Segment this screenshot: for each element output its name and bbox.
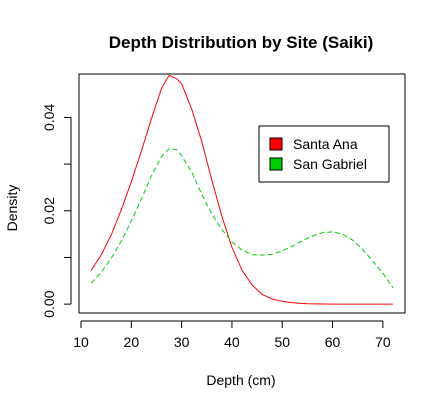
y-axis-label: Density [4,185,20,232]
y-tick-label: 0.02 [41,197,57,224]
series-layer [90,74,394,305]
x-tick-label: 70 [375,334,391,350]
legend-label: San Gabriel [293,156,367,172]
chart-title: Depth Distribution by Site (Saiki) [109,33,373,52]
series-line-santa-ana [90,74,393,305]
legend-label: Santa Ana [293,136,358,152]
x-tick-label: 40 [224,334,240,350]
legend-box [258,125,390,183]
x-tick-label: 20 [124,334,140,350]
y-axis: 0.00 0.02 0.04 [41,104,72,318]
plot-frame [78,73,406,314]
legend-swatch [269,137,283,151]
x-tick-label: 30 [174,334,190,350]
y-tick-label: 0.00 [41,290,57,317]
legend: Santa Ana San Gabriel [258,125,390,183]
x-tick-label: 50 [274,334,290,350]
x-tick-label: 10 [73,334,89,350]
x-tick-label: 60 [325,334,341,350]
legend-swatch [269,157,283,171]
y-tick-label: 0.04 [41,104,57,131]
x-axis-label: Depth (cm) [206,372,275,388]
x-axis: 10 20 30 40 50 60 70 [73,320,391,350]
